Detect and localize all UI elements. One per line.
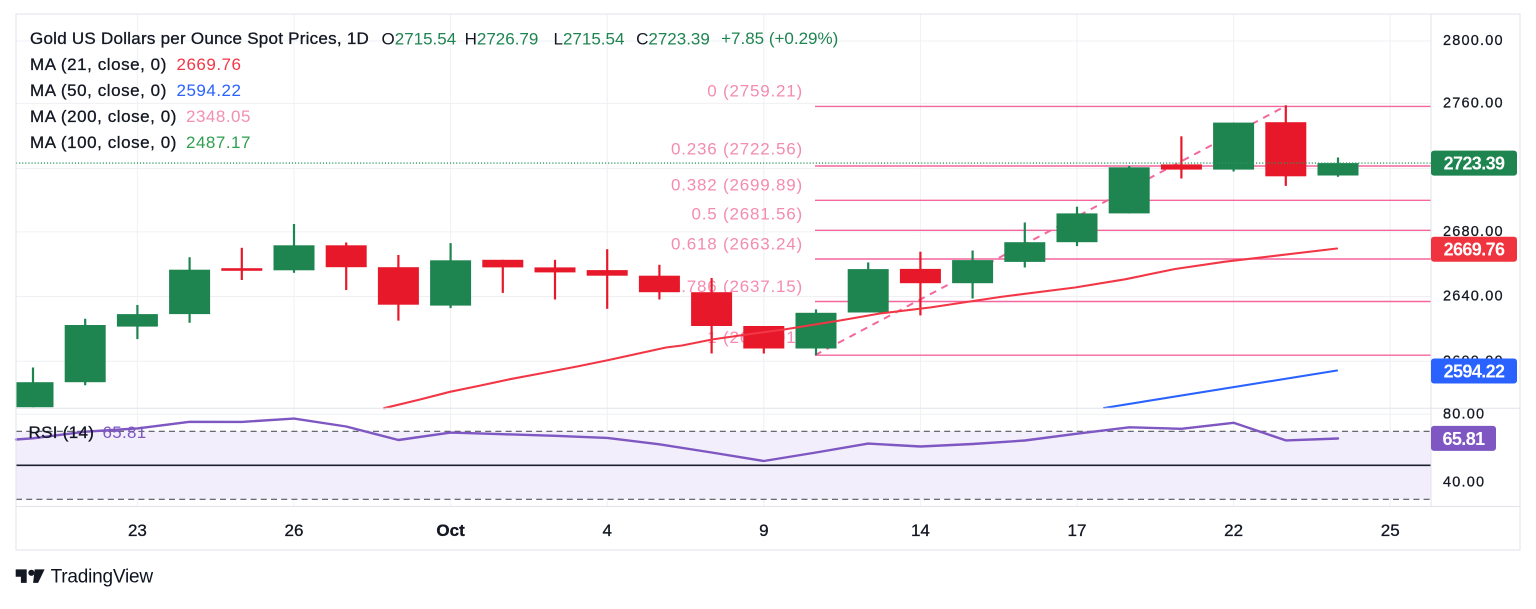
svg-text:2348.05: 2348.05 (186, 107, 251, 126)
svg-text:2723.39: 2723.39 (1444, 154, 1505, 174)
svg-text:TradingView: TradingView (51, 567, 154, 588)
svg-text:40.00: 40.00 (1443, 474, 1485, 490)
svg-text:65.81: 65.81 (103, 423, 147, 442)
svg-text:2669.76: 2669.76 (177, 55, 242, 74)
svg-text:H2726.79: H2726.79 (465, 29, 539, 48)
svg-text:MA (21, close, 0): MA (21, close, 0) (30, 55, 167, 74)
svg-text:2680.00: 2680.00 (1443, 224, 1504, 240)
svg-text:+7.85 (+0.29%): +7.85 (+0.29%) (721, 29, 838, 48)
svg-text:0.382 (2699.89): 0.382 (2699.89) (671, 176, 803, 195)
svg-text:0.618 (2663.24): 0.618 (2663.24) (671, 234, 803, 253)
svg-text:2800.00: 2800.00 (1443, 33, 1504, 49)
svg-text:MA (50, close, 0): MA (50, close, 0) (30, 81, 167, 100)
svg-text:2594.22: 2594.22 (1444, 362, 1505, 382)
svg-text:RSI (14): RSI (14) (29, 423, 95, 442)
svg-text:9: 9 (759, 521, 768, 540)
svg-text:0.5 (2681.56): 0.5 (2681.56) (691, 205, 803, 224)
svg-text:2640.00: 2640.00 (1443, 289, 1504, 305)
svg-text:0.786 (2637.15): 0.786 (2637.15) (671, 277, 803, 296)
svg-text:26: 26 (285, 521, 304, 540)
svg-text:0.236 (2722.56): 0.236 (2722.56) (671, 140, 803, 159)
svg-text:4: 4 (602, 521, 611, 540)
svg-text:23: 23 (128, 521, 147, 540)
svg-text:O2715.54: O2715.54 (382, 29, 457, 48)
svg-text:17: 17 (1068, 521, 1087, 540)
svg-text:22: 22 (1224, 521, 1243, 540)
svg-text:2669.76: 2669.76 (1444, 240, 1505, 260)
svg-text:MA (200, close, 0): MA (200, close, 0) (30, 107, 177, 126)
svg-text:14: 14 (911, 521, 930, 540)
svg-text:Gold US Dollars per Ounce Spot: Gold US Dollars per Ounce Spot Prices, 1… (30, 29, 369, 48)
svg-text:25: 25 (1381, 521, 1400, 540)
svg-text:80.00: 80.00 (1443, 406, 1485, 422)
svg-text:0 (2759.21): 0 (2759.21) (707, 82, 803, 101)
svg-text:65.81: 65.81 (1442, 429, 1485, 449)
svg-text:Oct: Oct (436, 521, 465, 540)
svg-text:L2715.54: L2715.54 (554, 29, 625, 48)
svg-text:2487.17: 2487.17 (186, 133, 251, 152)
svg-text:C2723.39: C2723.39 (636, 29, 710, 48)
svg-text:2760.00: 2760.00 (1443, 95, 1504, 111)
svg-text:MA (100, close, 0): MA (100, close, 0) (30, 133, 177, 152)
svg-text:2594.22: 2594.22 (177, 81, 242, 100)
